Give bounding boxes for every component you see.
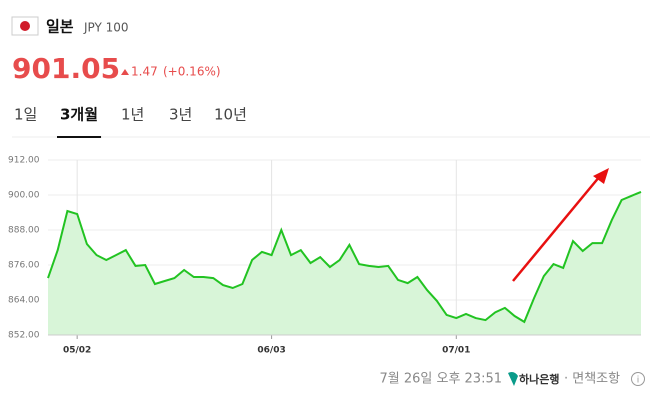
y-tick-label: 900.00 [8,191,40,201]
change: 1.47 [131,65,158,79]
line [47,190,642,324]
up-icon [121,69,129,75]
x-tick-label: 07/01 [442,346,470,356]
tab[interactable]: 3년 [169,106,192,124]
bank-name: 하나은행 [519,372,559,386]
currency: JPY 100 [83,21,129,35]
y-tick-label: 912.00 [8,156,40,166]
y-tick-label: 864.00 [8,296,40,306]
timestamp: 7월 26일 오후 23:51 [379,372,502,387]
flag-circle [20,21,30,31]
bank-logo [508,372,518,386]
y-tick-label: 888.00 [8,226,40,236]
disclaimer[interactable]: · 면책조항 [564,372,620,387]
arrow-head [593,168,609,184]
x-tick-label: 05/02 [63,346,91,356]
price: 901.05 [12,52,120,85]
info-glyph: i [637,376,640,386]
tab[interactable]: 3개월 [60,106,98,124]
country: 일본 [46,18,74,36]
change-pct: (+0.16%) [163,65,221,79]
tab[interactable]: 1년 [121,106,144,124]
info-icon[interactable] [631,372,645,386]
y-tick-label: 876.00 [8,261,40,271]
x-tick-label: 06/03 [257,346,285,356]
area-fill [48,191,641,335]
annotation-arrow [512,175,601,282]
tab[interactable]: 10년 [214,106,247,124]
y-tick-label: 852.00 [8,331,40,341]
tab[interactable]: 1일 [14,106,37,124]
